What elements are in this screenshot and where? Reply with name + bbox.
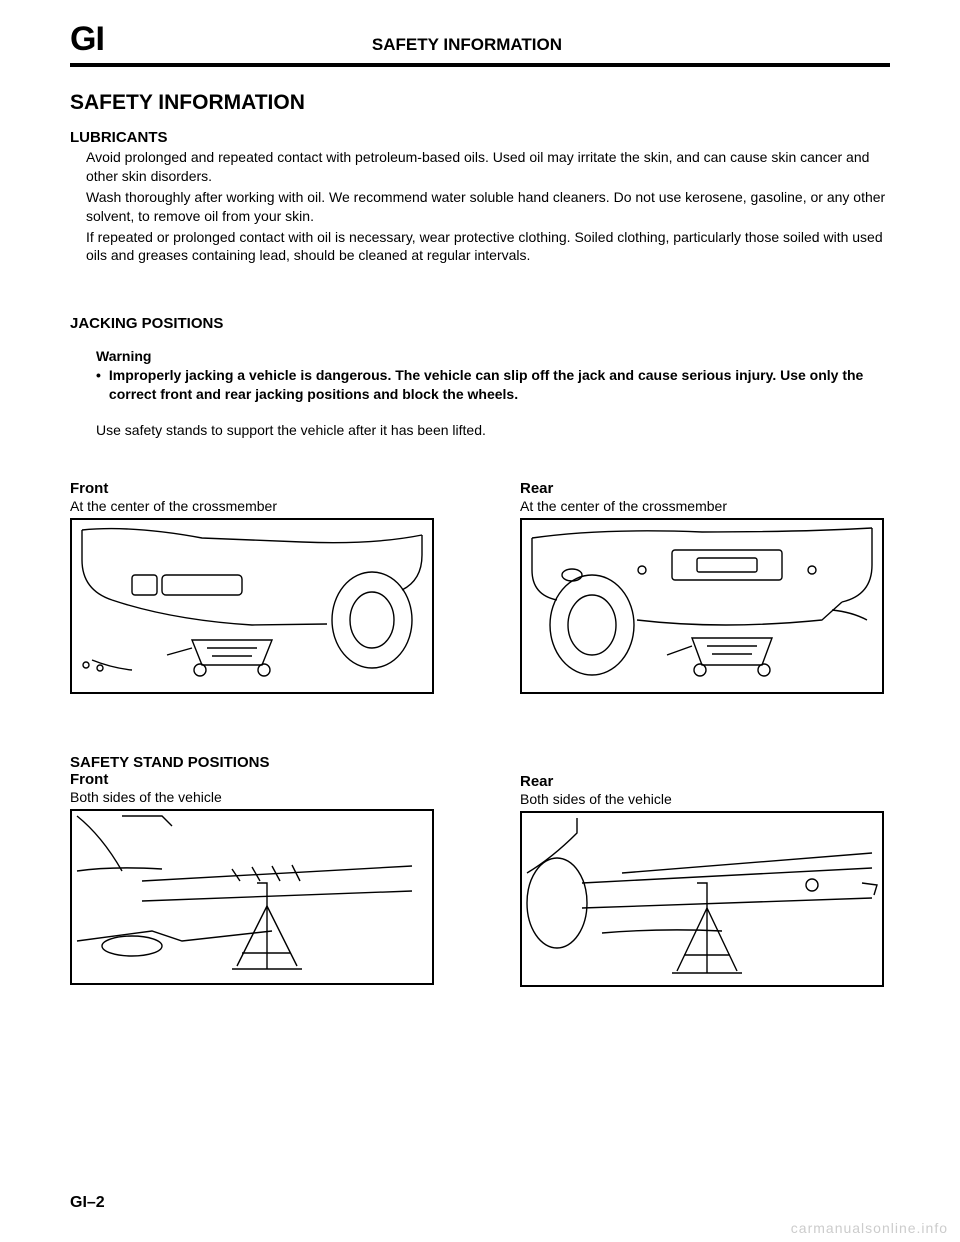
- stand-rear-label: Rear: [520, 773, 890, 790]
- car-front-jack-icon: [72, 520, 432, 692]
- rear-stand-illustration: [520, 811, 884, 987]
- car-rear-jack-icon: [522, 520, 882, 692]
- safety-stand-rear-icon: [522, 813, 882, 985]
- jacking-heading: JACKING POSITIONS: [70, 315, 890, 332]
- bullet-icon: •: [96, 366, 101, 404]
- front-desc: At the center of the crossmember: [70, 498, 440, 514]
- rear-jack-illustration: [520, 518, 884, 694]
- jacking-figures-row: Front At the center of the crossmember: [70, 480, 890, 694]
- lubricants-heading: LUBRICANTS: [70, 129, 890, 146]
- safety-stand-heading: SAFETY STAND POSITIONS: [70, 754, 440, 771]
- lubricants-para2: Wash thoroughly after working with oil. …: [86, 188, 890, 226]
- front-label: Front: [70, 480, 440, 497]
- rear-desc: At the center of the crossmember: [520, 498, 890, 514]
- jacking-rear-col: Rear At the center of the crossmember: [520, 480, 890, 694]
- safety-stand-front-icon: [72, 811, 432, 983]
- jacking-front-col: Front At the center of the crossmember: [70, 480, 440, 694]
- manual-page: GI SAFETY INFORMATION SAFETY INFORMATION…: [0, 0, 960, 1242]
- main-title: SAFETY INFORMATION: [70, 91, 890, 115]
- front-jack-illustration: [70, 518, 434, 694]
- spacer: [520, 754, 890, 773]
- section-code: GI: [70, 20, 104, 59]
- safety-stand-front-col: SAFETY STAND POSITIONS Front Both sides …: [70, 754, 440, 987]
- header-title: SAFETY INFORMATION: [104, 35, 830, 55]
- watermark: carmanualsonline.info: [791, 1220, 948, 1236]
- warning-block: Warning • Improperly jacking a vehicle i…: [96, 348, 890, 404]
- front-stand-illustration: [70, 809, 434, 985]
- stand-rear-desc: Both sides of the vehicle: [520, 791, 890, 807]
- rear-label: Rear: [520, 480, 890, 497]
- safety-stand-rear-col: Rear Both sides of the vehicle: [520, 754, 890, 987]
- warning-label: Warning: [96, 348, 890, 364]
- warning-text: Improperly jacking a vehicle is dangerou…: [109, 366, 890, 404]
- stand-front-desc: Both sides of the vehicle: [70, 789, 440, 805]
- page-number: GI–2: [70, 1194, 105, 1212]
- warning-bullet: • Improperly jacking a vehicle is danger…: [96, 366, 890, 404]
- stand-front-label: Front: [70, 771, 440, 788]
- lubricants-para3: If repeated or prolonged contact with oi…: [86, 228, 890, 266]
- page-header: GI SAFETY INFORMATION: [70, 20, 890, 67]
- safety-stand-row: SAFETY STAND POSITIONS Front Both sides …: [70, 754, 890, 987]
- lubricants-para1: Avoid prolonged and repeated contact wit…: [86, 148, 890, 186]
- use-safety-text: Use safety stands to support the vehicle…: [96, 422, 890, 438]
